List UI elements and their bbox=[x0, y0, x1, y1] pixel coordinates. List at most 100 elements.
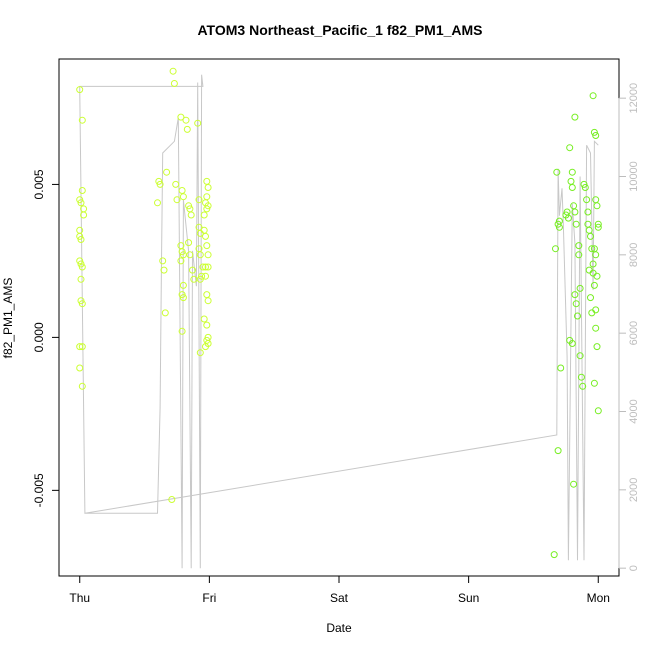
data-point bbox=[581, 184, 589, 191]
x-tick-label: Fri bbox=[202, 591, 216, 605]
data-point bbox=[587, 294, 594, 302]
data-point bbox=[183, 125, 191, 133]
data-point bbox=[554, 220, 562, 228]
data-point bbox=[185, 239, 193, 247]
data-point bbox=[203, 291, 211, 299]
data-point bbox=[200, 211, 208, 219]
y-axis-label: f82_PM1_AMS bbox=[1, 278, 15, 359]
data-point bbox=[570, 202, 578, 210]
data-point bbox=[159, 257, 167, 265]
data-point bbox=[77, 199, 85, 207]
data-point bbox=[76, 196, 84, 204]
x-tick-label: Mon bbox=[587, 591, 610, 605]
x-tick-label: Thu bbox=[69, 591, 90, 605]
data-point bbox=[571, 291, 579, 299]
data-point bbox=[200, 315, 208, 323]
data-point bbox=[550, 551, 558, 559]
data-point bbox=[589, 92, 597, 100]
x-tick-label: Sat bbox=[330, 591, 349, 605]
data-point bbox=[587, 232, 594, 240]
data-point bbox=[592, 324, 600, 332]
data-point bbox=[179, 281, 187, 289]
data-point bbox=[78, 382, 86, 390]
data-point bbox=[203, 205, 211, 213]
right-tick-label: 10000 bbox=[628, 161, 640, 192]
data-point bbox=[80, 211, 88, 219]
data-point bbox=[571, 113, 579, 121]
data-point bbox=[566, 144, 574, 152]
data-point bbox=[186, 251, 194, 259]
data-point bbox=[576, 284, 584, 292]
data-point bbox=[552, 245, 559, 253]
data-point bbox=[196, 275, 204, 283]
data-point bbox=[570, 480, 578, 488]
data-point bbox=[593, 272, 601, 280]
data-point bbox=[172, 180, 180, 188]
data-point bbox=[592, 196, 600, 204]
data-point bbox=[585, 266, 593, 274]
data-point bbox=[77, 236, 85, 243]
x-axis: Thu Fri Sat Sun Mon bbox=[69, 575, 610, 605]
data-point bbox=[198, 272, 206, 280]
data-point bbox=[161, 309, 169, 317]
data-point bbox=[76, 232, 84, 240]
altitude-line bbox=[79, 74, 599, 569]
data-point bbox=[555, 223, 563, 231]
data-point bbox=[594, 220, 602, 228]
data-point bbox=[169, 67, 177, 75]
data-point bbox=[593, 202, 601, 210]
x-tick-label: Sun bbox=[458, 591, 479, 605]
data-point bbox=[568, 168, 576, 176]
data-point bbox=[170, 80, 178, 87]
data-point bbox=[204, 297, 212, 305]
data-point bbox=[203, 242, 211, 250]
y-tick-label: 0.000 bbox=[32, 322, 46, 352]
data-point bbox=[579, 382, 587, 390]
data-point bbox=[574, 312, 581, 320]
data-point bbox=[194, 119, 202, 127]
data-point bbox=[553, 168, 561, 176]
y-axis: -0.005 0.000 0.005 bbox=[32, 169, 60, 507]
data-point bbox=[187, 211, 195, 219]
data-point bbox=[554, 447, 562, 455]
points-layer bbox=[76, 67, 602, 559]
data-point bbox=[577, 373, 585, 381]
right-tick-label: 8000 bbox=[628, 243, 640, 267]
data-point bbox=[585, 226, 593, 234]
data-point bbox=[78, 343, 86, 351]
data-point bbox=[195, 196, 203, 204]
data-point bbox=[76, 364, 84, 372]
data-point bbox=[567, 177, 575, 185]
data-point bbox=[78, 187, 86, 194]
data-point bbox=[572, 220, 580, 228]
altitude-line-layer bbox=[79, 74, 599, 569]
data-point bbox=[76, 86, 84, 94]
y-tick-label: -0.005 bbox=[32, 473, 46, 507]
data-point bbox=[77, 275, 85, 283]
right-tick-label: 12000 bbox=[628, 83, 640, 114]
x-axis-label: Date bbox=[326, 621, 352, 635]
data-point bbox=[178, 248, 186, 256]
data-point bbox=[588, 245, 596, 253]
right-tick-label: 4000 bbox=[628, 399, 640, 423]
data-point bbox=[590, 281, 598, 289]
data-point bbox=[173, 196, 181, 204]
data-point bbox=[178, 187, 186, 194]
data-point bbox=[199, 263, 207, 271]
chart-title: ATOM3 Northeast_Pacific_1 f82_PM1_AMS bbox=[197, 22, 482, 38]
data-point bbox=[204, 184, 212, 191]
data-point bbox=[76, 257, 84, 265]
data-point bbox=[78, 116, 86, 124]
data-point bbox=[196, 251, 204, 259]
data-point bbox=[568, 184, 576, 191]
data-point bbox=[168, 496, 176, 503]
data-point bbox=[590, 379, 598, 387]
data-point bbox=[177, 257, 185, 265]
data-point bbox=[204, 251, 212, 259]
data-point bbox=[576, 352, 584, 360]
data-point bbox=[179, 193, 187, 201]
data-point bbox=[568, 340, 576, 347]
data-point bbox=[564, 214, 572, 222]
data-point bbox=[594, 407, 602, 415]
